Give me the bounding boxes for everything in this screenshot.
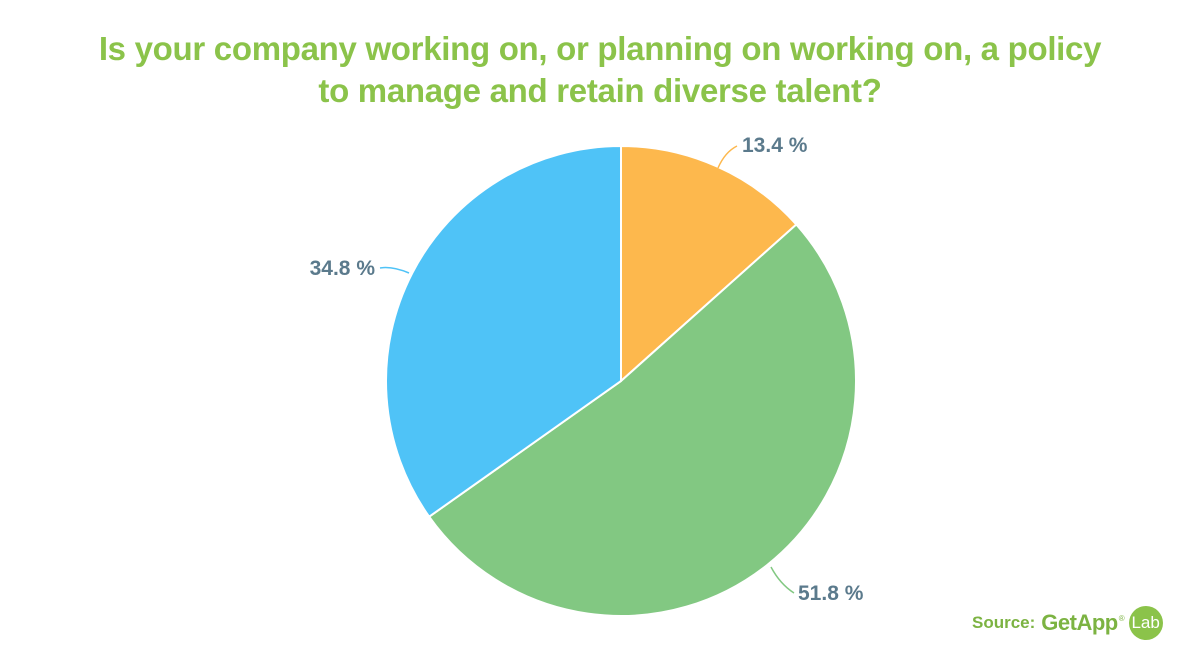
pie-slice-0 — [620, 144, 798, 384]
pie-slice-1 — [427, 223, 857, 617]
data-label-1: 51.8 % — [798, 582, 864, 605]
pie-slice-2 — [385, 144, 622, 519]
registered-mark: ® — [1118, 614, 1125, 623]
chart-title-line-1: Is your company working on, or planning … — [98, 30, 1102, 67]
getapp-logo-text: GetApp — [1041, 610, 1118, 635]
data-label-0: 13.4 % — [742, 134, 808, 157]
source-credit: Source: GetApp ® Lab — [972, 606, 1163, 640]
lab-badge: Lab — [1128, 606, 1163, 640]
chart-title-line-2: to manage and retain diverse talent? — [318, 72, 882, 109]
leader-line-1 — [770, 566, 795, 594]
source-label: Source: — [972, 613, 1036, 632]
leader-line-2 — [379, 266, 410, 274]
data-label-2: 34.8 % — [310, 257, 376, 280]
chart-title: Is your company working on, or planning … — [0, 28, 1200, 112]
leader-line-0 — [717, 145, 738, 169]
